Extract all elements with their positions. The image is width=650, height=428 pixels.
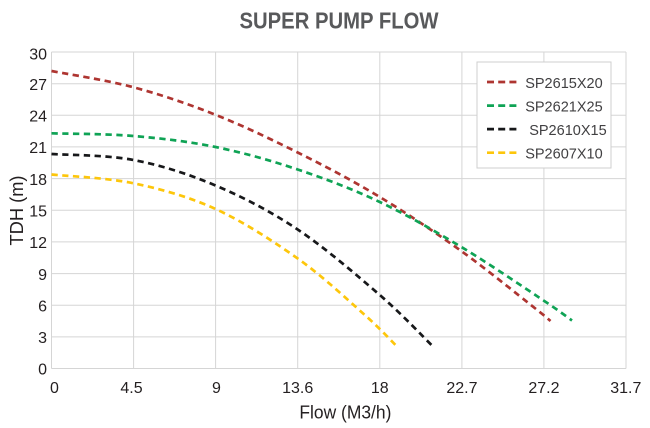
svg-text:0: 0: [50, 380, 59, 397]
svg-text:6: 6: [38, 298, 47, 315]
svg-text:18: 18: [29, 172, 47, 189]
svg-text:27: 27: [29, 77, 47, 94]
svg-text:SP2621X25: SP2621X25: [525, 99, 603, 116]
svg-text:9: 9: [38, 267, 47, 284]
svg-text:TDH (m): TDH (m): [7, 176, 27, 246]
svg-text:Flow (M3/h): Flow (M3/h): [299, 402, 391, 422]
svg-text:SUPER PUMP FLOW: SUPER PUMP FLOW: [240, 8, 439, 34]
svg-text:30: 30: [29, 47, 47, 64]
svg-text:13.6: 13.6: [282, 380, 313, 397]
svg-text:4.5: 4.5: [120, 380, 142, 397]
svg-text:24: 24: [29, 109, 47, 126]
svg-text:12: 12: [29, 235, 47, 252]
svg-text:9: 9: [212, 380, 221, 397]
svg-text:SP2615X20: SP2615X20: [525, 75, 603, 92]
svg-text:3: 3: [38, 330, 47, 347]
svg-text:SP2610X15: SP2610X15: [529, 122, 607, 139]
svg-text:21: 21: [29, 140, 47, 157]
svg-text:0: 0: [38, 362, 47, 379]
svg-text:15: 15: [29, 203, 47, 220]
svg-text:31.7: 31.7: [610, 380, 641, 397]
svg-text:18: 18: [371, 380, 389, 397]
svg-text:SP2607X10: SP2607X10: [525, 146, 603, 163]
svg-text:27.2: 27.2: [528, 380, 559, 397]
svg-text:22.7: 22.7: [446, 380, 477, 397]
